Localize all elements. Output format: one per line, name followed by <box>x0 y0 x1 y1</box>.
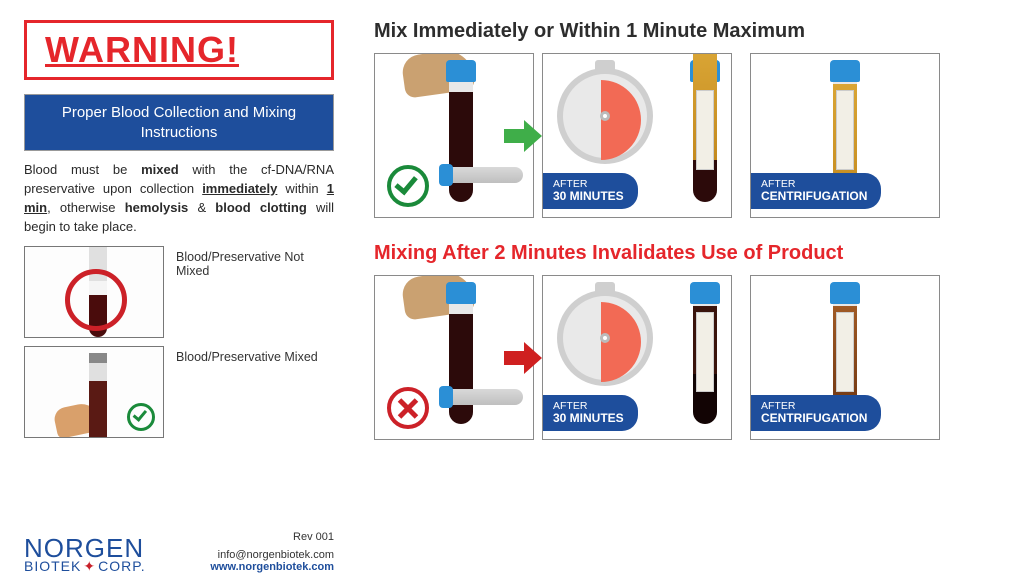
check-icon <box>387 165 429 207</box>
stopwatch-icon <box>557 290 653 386</box>
tube-lying-icon <box>443 389 523 405</box>
row-good: AFTER 30 MINUTES AFTER CENTRIFUGATION <box>374 53 1000 218</box>
warning-title: WARNING! <box>45 29 313 71</box>
contact-block: Rev 001 info@norgenbiotek.com www.norgen… <box>210 531 334 573</box>
logo-text: CORP. <box>98 560 146 573</box>
tube-icon <box>693 62 717 202</box>
logo-line-1: NORGEN <box>24 537 146 560</box>
caption-line: 30 MINUTES <box>553 411 624 425</box>
page: WARNING! Proper Blood Collection and Mix… <box>0 0 1024 585</box>
row-bad: AFTER 30 MINUTES AFTER CENTRIFUGATION <box>374 275 1000 440</box>
text-bold: mixed <box>141 162 179 177</box>
tube-lying-icon <box>443 167 523 183</box>
caption-after-centrif: AFTER CENTRIFUGATION <box>751 395 881 431</box>
text-underline: immediately <box>202 181 277 196</box>
panel-after-centrif-good: AFTER CENTRIFUGATION <box>750 53 940 218</box>
panel-after-centrif-bad: AFTER CENTRIFUGATION <box>750 275 940 440</box>
stopwatch-icon <box>557 68 653 164</box>
company-logo: NORGEN BIOTEK ✦ CORP. <box>24 537 146 573</box>
state-label: Blood/Preservative Not Mixed <box>176 246 334 278</box>
state-mixed: Blood/Preservative Mixed <box>24 346 334 438</box>
state-image-mixed <box>24 346 164 438</box>
caption-line: 30 MINUTES <box>553 189 624 203</box>
tube-icon <box>89 353 107 438</box>
section-2-title: Mixing After 2 Minutes Invalidates Use o… <box>374 242 1000 265</box>
left-column: WARNING! Proper Blood Collection and Mix… <box>24 20 334 573</box>
text: & <box>188 200 215 215</box>
logo-line-2: BIOTEK ✦ CORP. <box>24 560 146 573</box>
footer: NORGEN BIOTEK ✦ CORP. Rev 001 info@norge… <box>24 531 334 573</box>
email-text: info@norgenbiotek.com <box>210 549 334 561</box>
right-column: Mix Immediately or Within 1 Minute Maxim… <box>334 20 1000 573</box>
arrow-right-icon <box>504 122 538 150</box>
caption-line: CENTRIFUGATION <box>761 411 867 425</box>
caption-after-centrif: AFTER CENTRIFUGATION <box>751 173 881 209</box>
panel-after-30-good: AFTER 30 MINUTES <box>542 53 732 218</box>
caption-after-30: AFTER 30 MINUTES <box>543 395 638 431</box>
caption-after-30: AFTER 30 MINUTES <box>543 173 638 209</box>
state-image-not-mixed <box>24 246 164 338</box>
logo-text: BIOTEK <box>24 560 81 573</box>
state-label: Blood/Preservative Mixed <box>176 346 318 364</box>
text: Blood must be <box>24 162 141 177</box>
revision-text: Rev 001 <box>210 531 334 543</box>
instruction-text: Blood must be mixed with the cf-DNA/RNA … <box>24 161 334 236</box>
text: within <box>277 181 326 196</box>
maple-leaf-icon: ✦ <box>83 560 96 573</box>
caption-line: CENTRIFUGATION <box>761 189 867 203</box>
panel-after-30-bad: AFTER 30 MINUTES <box>542 275 732 440</box>
text-bold: blood clotting <box>215 200 306 215</box>
highlight-ring-icon <box>65 269 127 331</box>
section-1-title: Mix Immediately or Within 1 Minute Maxim… <box>374 20 1000 43</box>
arrow-right-icon <box>504 344 538 372</box>
website-text: www.norgenbiotek.com <box>210 561 334 573</box>
text-bold: hemolysis <box>125 200 189 215</box>
cross-icon <box>387 387 429 429</box>
tube-icon <box>693 284 717 424</box>
warning-box: WARNING! <box>24 20 334 80</box>
check-icon <box>127 403 155 431</box>
text: , otherwise <box>47 200 125 215</box>
subtitle-bar: Proper Blood Collection and Mixing Instr… <box>24 94 334 151</box>
state-not-mixed: Blood/Preservative Not Mixed <box>24 246 334 338</box>
